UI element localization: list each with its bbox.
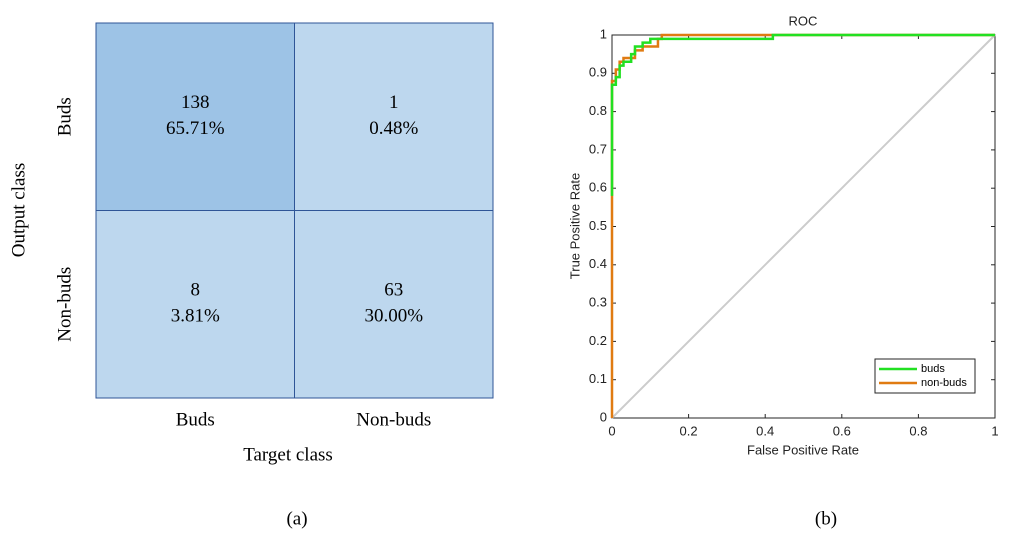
x-tick-label: Non-buds (356, 409, 431, 430)
y-tick-label: 0 (600, 409, 607, 424)
legend-label: buds (921, 363, 945, 375)
cell (95, 210, 295, 399)
legend (874, 358, 976, 394)
cell-percent: 3.81% (171, 306, 220, 327)
y-axis-label: True Positive Rate (567, 173, 582, 279)
series-line (610, 33, 995, 196)
y-tick-label: 0.7 (589, 141, 607, 156)
y-tick-label: 0.9 (589, 65, 607, 80)
cell-percent: 30.00% (364, 306, 423, 327)
y-tick-label: 1 (600, 26, 607, 41)
y-tick-label: 0.8 (589, 103, 607, 118)
y-tick-label: 0.2 (589, 333, 607, 348)
cell-percent: 0.48% (369, 118, 418, 139)
x-tick-label: 0 (608, 423, 615, 438)
cell-count: 138 (181, 92, 210, 113)
cell-count: 63 (384, 280, 403, 301)
legend-label: non-buds (921, 377, 967, 389)
x-axis-label: False Positive Rate (747, 442, 859, 457)
y-tick-label: 0.4 (589, 256, 607, 271)
x-tick-label: 0.8 (909, 423, 927, 438)
y-tick-label: 0.3 (589, 295, 607, 310)
caption: (b) (815, 508, 837, 529)
y-axis-label: Output class (8, 163, 29, 257)
caption: (a) (286, 508, 307, 529)
y-tick-label: Buds (54, 97, 75, 136)
x-tick-label: Buds (176, 409, 215, 430)
cell (294, 22, 494, 211)
x-axis-label: Target class (243, 444, 333, 465)
cell (95, 22, 295, 211)
x-tick-label: 0.2 (680, 423, 698, 438)
y-tick-label: 0.5 (589, 218, 607, 233)
cell-count: 8 (191, 280, 201, 301)
x-tick-label: 0.6 (833, 423, 851, 438)
y-tick-label: Non-buds (54, 267, 75, 342)
reference-line (611, 34, 996, 419)
y-tick-label: 0.6 (589, 180, 607, 195)
cell (294, 210, 494, 399)
y-tick-label: 0.1 (589, 371, 607, 386)
chart-title: ROC (789, 13, 818, 28)
x-tick-label: 1 (991, 423, 998, 438)
x-tick-label: 0.4 (756, 423, 774, 438)
cell-count: 1 (389, 92, 399, 113)
cell-percent: 65.71% (166, 118, 225, 139)
